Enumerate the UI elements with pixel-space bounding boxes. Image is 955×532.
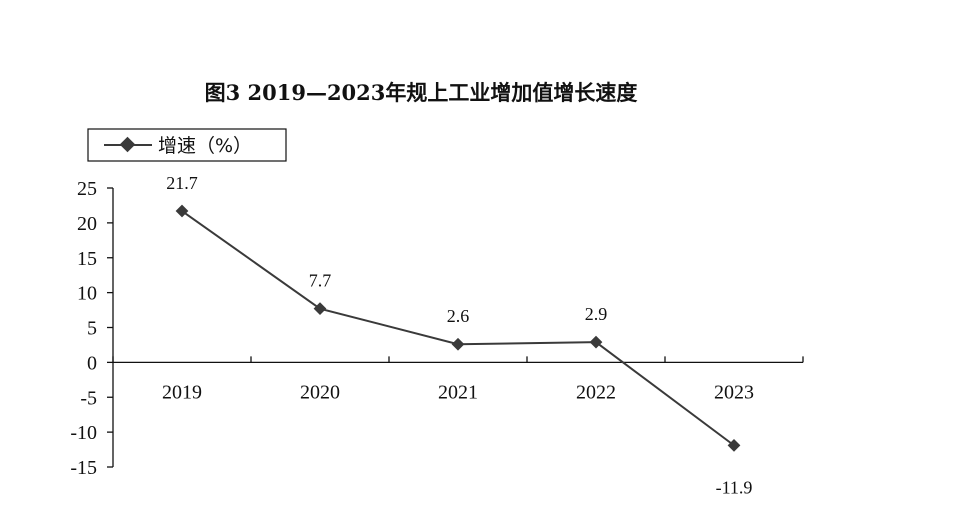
x-tick-label: 2019 <box>162 381 202 403</box>
axes: 25 20 15 10 5 0 -5 -10 -15 2019 2020 2021 2022 2023 <box>70 178 804 479</box>
legend: 增速（%） <box>87 128 287 162</box>
x-tick-label: 2021 <box>438 381 478 403</box>
data-point-marker <box>313 302 327 316</box>
legend-label: 增速（%） <box>158 135 252 157</box>
y-tick-label: 25 <box>77 178 97 200</box>
data-label: 2.9 <box>585 304 608 324</box>
legend-diamond-marker <box>119 136 136 153</box>
y-tick-label: -10 <box>70 422 97 444</box>
series-layer: 21.7 7.7 2.6 2.9 -11.9 <box>166 173 752 497</box>
chart-title: 图3 2019—2023年规上工业增加值增长速度 <box>205 80 638 105</box>
data-point-marker <box>175 204 189 218</box>
y-tick-label: 20 <box>77 213 97 235</box>
x-tick-label: 2023 <box>714 381 754 403</box>
y-tick-label: 10 <box>77 283 97 305</box>
series-line <box>181 210 735 447</box>
y-tick-label: -15 <box>70 457 97 479</box>
data-label: -11.9 <box>716 477 753 497</box>
data-label: 2.6 <box>447 306 470 326</box>
y-tick-label: -5 <box>80 387 97 409</box>
x-tick-label: 2022 <box>576 381 616 403</box>
data-label: 7.7 <box>309 271 332 291</box>
data-label: 21.7 <box>166 173 198 193</box>
x-tick-label: 2020 <box>300 381 340 403</box>
y-tick-label: 0 <box>87 352 97 374</box>
data-point-marker <box>451 337 465 351</box>
y-tick-label: 15 <box>77 248 97 270</box>
y-tick-label: 5 <box>87 318 97 340</box>
